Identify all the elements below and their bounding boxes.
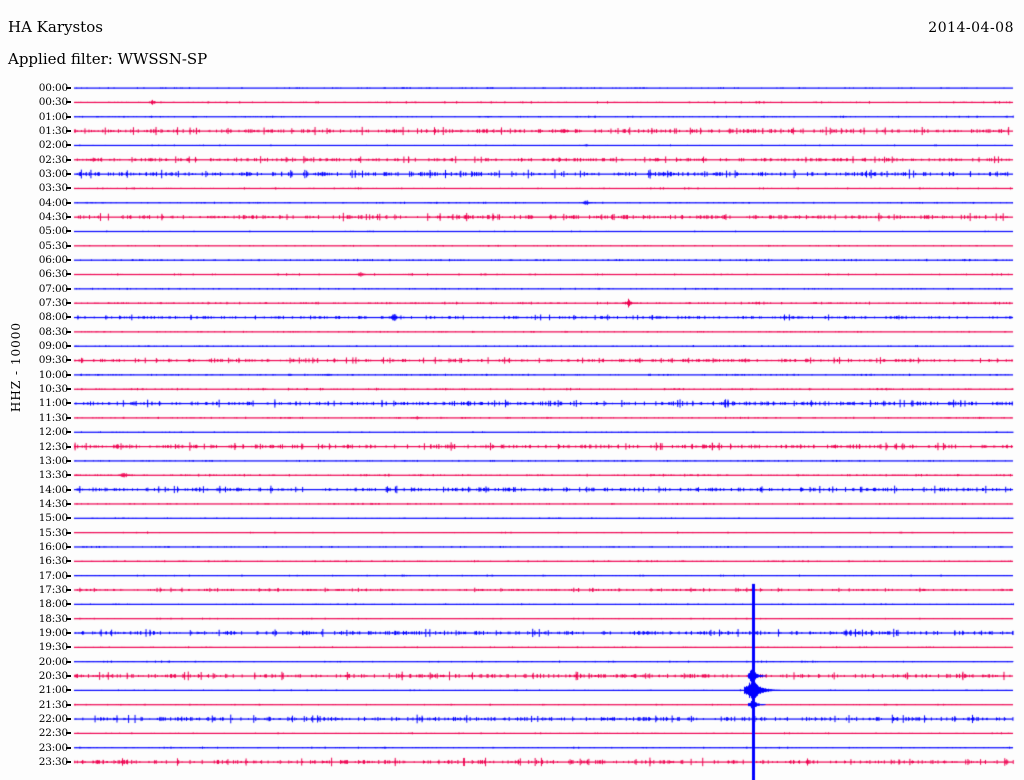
- row-time-label: 19:00: [38, 626, 68, 639]
- row-tick-mark: [66, 388, 71, 391]
- row-time-label: 21:30: [38, 698, 68, 711]
- row-time-label: 09:00: [38, 340, 68, 353]
- row-time-label: 06:30: [38, 268, 68, 281]
- row-tick-mark: [66, 459, 71, 462]
- row-time-label: 16:30: [38, 555, 68, 568]
- row-time-label: 14:00: [38, 483, 68, 496]
- row-tick-mark: [66, 617, 71, 620]
- row-time-label: 00:30: [38, 96, 68, 109]
- row-tick-mark: [66, 173, 71, 176]
- row-time-label: 21:00: [38, 684, 68, 697]
- row-time-label: 05:30: [38, 239, 68, 252]
- row-tick-mark: [66, 588, 71, 591]
- row-time-label: 01:30: [38, 125, 68, 138]
- row-time-label: 03:30: [38, 182, 68, 195]
- row-tick-mark: [66, 445, 71, 448]
- row-tick-mark: [66, 115, 71, 118]
- row-time-label: 19:30: [38, 641, 68, 654]
- row-time-label: 10:00: [38, 368, 68, 381]
- row-tick-mark: [66, 416, 71, 419]
- row-time-label: 12:30: [38, 440, 68, 453]
- row-time-label: 07:00: [38, 282, 68, 295]
- row-time-label: 00:00: [38, 82, 68, 94]
- row-time-label: 01:00: [38, 110, 68, 123]
- row-tick-mark: [66, 488, 71, 491]
- row-tick-mark: [66, 531, 71, 534]
- row-tick-mark: [66, 144, 71, 147]
- row-time-label: 13:30: [38, 469, 68, 482]
- row-time-labels: 00:00 00:30 01:00 01:30 02:00 02:30 03:00 03:30…: [8, 0, 68, 780]
- row-tick-mark: [66, 502, 71, 505]
- row-tick-mark: [66, 359, 71, 362]
- row-tick-mark: [66, 689, 71, 692]
- row-time-label: 20:00: [38, 655, 68, 668]
- row-tick-mark: [66, 474, 71, 477]
- row-time-label: 06:00: [38, 254, 68, 267]
- row-time-label: 18:30: [38, 612, 68, 625]
- row-tick-mark: [66, 431, 71, 434]
- row-tick-mark: [66, 187, 71, 190]
- row-tick-mark: [66, 717, 71, 720]
- row-time-label: 11:00: [38, 397, 68, 410]
- row-time-label: 23:30: [38, 755, 68, 768]
- row-tick-mark: [66, 603, 71, 606]
- row-tick-mark: [66, 373, 71, 376]
- row-time-label: 20:30: [38, 669, 68, 682]
- row-time-label: 17:30: [38, 583, 68, 596]
- row-tick-mark: [66, 273, 71, 276]
- row-time-label: 05:00: [38, 225, 68, 238]
- row-tick-mark: [66, 302, 71, 305]
- row-time-label: 13:00: [38, 454, 68, 467]
- row-tick-mark: [66, 316, 71, 319]
- row-time-label: 22:30: [38, 727, 68, 740]
- row-time-label: 04:00: [38, 196, 68, 209]
- row-tick-mark: [66, 660, 71, 663]
- row-time-label: 14:30: [38, 497, 68, 510]
- row-tick-mark: [66, 703, 71, 706]
- row-tick-mark: [66, 287, 71, 290]
- row-tick-mark: [66, 244, 71, 247]
- row-time-label: 12:00: [38, 426, 68, 439]
- row-tick-mark: [66, 201, 71, 204]
- row-tick-mark: [66, 130, 71, 133]
- row-time-label: 02:00: [38, 139, 68, 152]
- row-tick-mark: [66, 402, 71, 405]
- row-tick-mark: [66, 574, 71, 577]
- row-tick-mark: [66, 646, 71, 649]
- row-time-label: 04:30: [38, 211, 68, 224]
- row-tick-mark: [66, 674, 71, 677]
- row-time-label: 16:00: [38, 540, 68, 553]
- row-time-label: 18:00: [38, 598, 68, 611]
- row-time-label: 23:00: [38, 741, 68, 754]
- row-time-label: 07:30: [38, 297, 68, 310]
- row-tick-mark: [66, 345, 71, 348]
- row-time-label: 22:00: [38, 712, 68, 725]
- row-time-label: 09:30: [38, 354, 68, 367]
- row-time-label: 08:30: [38, 325, 68, 338]
- row-tick-mark: [66, 330, 71, 333]
- row-tick-mark: [66, 101, 71, 104]
- row-time-label: 03:00: [38, 168, 68, 181]
- row-time-label: 15:30: [38, 526, 68, 539]
- row-time-label: 15:00: [38, 512, 68, 525]
- row-tick-mark: [66, 545, 71, 548]
- row-tick-mark: [66, 216, 71, 219]
- row-tick-mark: [66, 259, 71, 262]
- row-tick-mark: [66, 760, 71, 763]
- row-tick-mark: [66, 631, 71, 634]
- row-tick-mark: [66, 746, 71, 749]
- row-tick-mark: [66, 87, 71, 89]
- row-tick-mark: [66, 560, 71, 563]
- row-tick-mark: [66, 732, 71, 735]
- row-tick-mark: [66, 158, 71, 161]
- row-time-label: 17:00: [38, 569, 68, 582]
- row-time-label: 10:30: [38, 383, 68, 396]
- row-tick-mark: [66, 230, 71, 233]
- row-time-label: 08:00: [38, 311, 68, 324]
- row-time-label: 02:30: [38, 153, 68, 166]
- row-time-label: 11:30: [38, 411, 68, 424]
- row-tick-mark: [66, 517, 71, 520]
